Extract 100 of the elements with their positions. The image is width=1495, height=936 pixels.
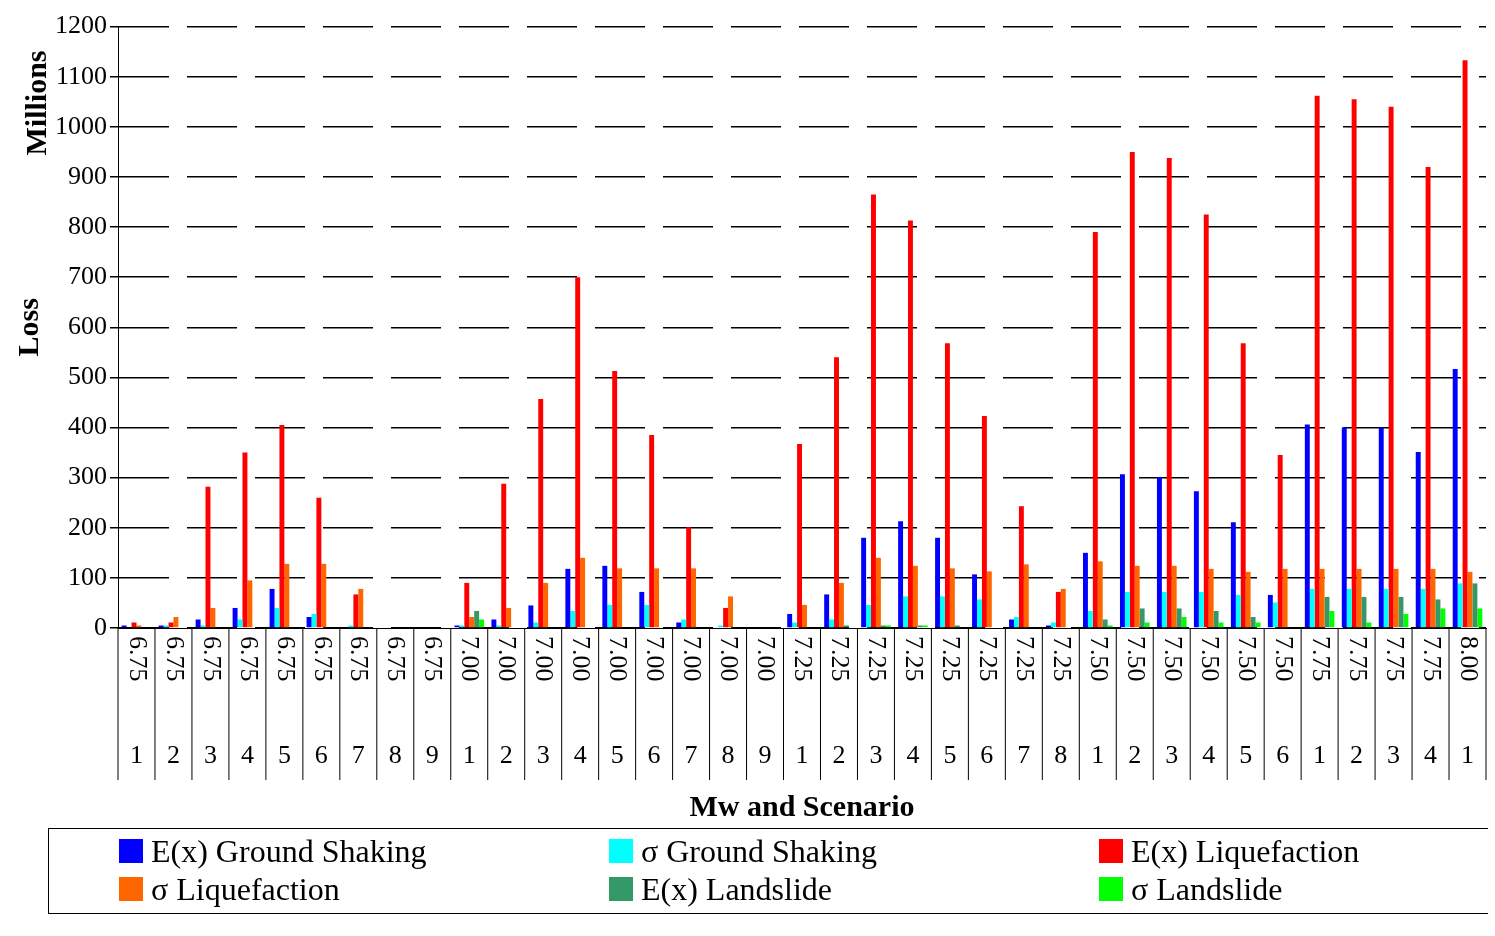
bar xyxy=(972,574,978,628)
bar xyxy=(912,565,918,628)
bar xyxy=(1403,613,1409,628)
bar xyxy=(681,619,687,628)
bar xyxy=(1452,368,1458,628)
bar xyxy=(1346,588,1352,628)
bar xyxy=(649,435,655,628)
bar xyxy=(1198,591,1204,628)
bar xyxy=(1203,214,1209,628)
bar xyxy=(479,619,485,628)
bar xyxy=(1383,588,1389,628)
bar xyxy=(944,343,950,628)
bar xyxy=(834,357,839,628)
bar xyxy=(1097,561,1103,628)
category-label: 7.25 2 xyxy=(826,636,856,769)
bar xyxy=(464,582,470,628)
bar xyxy=(977,599,982,628)
category-label: 7.00 3 xyxy=(530,636,560,769)
bar xyxy=(686,527,692,628)
bar xyxy=(242,452,248,628)
bar xyxy=(1213,610,1219,628)
category-label: 7.00 6 xyxy=(641,636,671,769)
bar xyxy=(501,483,507,628)
bar xyxy=(949,568,955,628)
bar xyxy=(575,277,581,628)
y-tick-label: 1000 xyxy=(55,110,107,140)
bar xyxy=(1102,619,1108,628)
y-tick-label: 100 xyxy=(68,561,107,591)
category-label: 6.75 1 xyxy=(123,636,153,769)
bar xyxy=(1457,583,1463,628)
bar xyxy=(1462,60,1468,628)
category-label: 6.75 9 xyxy=(419,636,449,769)
bar xyxy=(1144,622,1150,628)
bar xyxy=(1050,622,1056,628)
category-label: 7.50 1 xyxy=(1084,636,1114,769)
category-label: 7.25 4 xyxy=(900,636,930,769)
category-label: 7.25 8 xyxy=(1047,636,1077,769)
category-label: 6.75 6 xyxy=(308,636,338,769)
bar xyxy=(1356,568,1362,628)
legend-label: E(x) Landslide xyxy=(641,871,833,907)
bar xyxy=(1282,568,1288,628)
category-label: 7.00 4 xyxy=(567,636,597,769)
bar xyxy=(1055,591,1061,628)
bar xyxy=(792,622,798,628)
bar xyxy=(1440,608,1446,628)
bar xyxy=(469,616,475,628)
bar xyxy=(1329,610,1335,628)
y-tick-label: 600 xyxy=(68,311,107,341)
category-label: 7.50 4 xyxy=(1195,636,1225,769)
bar xyxy=(284,563,290,628)
y-tick-label: 400 xyxy=(68,411,107,441)
bar xyxy=(1013,616,1019,628)
bar xyxy=(1388,106,1394,628)
bar xyxy=(543,582,549,628)
category-label: 7.00 2 xyxy=(493,636,523,769)
legend-label: σ Landslide xyxy=(1131,871,1283,907)
bar xyxy=(1018,506,1024,628)
category-label: 6.75 7 xyxy=(345,636,375,769)
y-tick-label: 200 xyxy=(68,511,107,541)
bar xyxy=(1161,591,1167,628)
text: Millions xyxy=(18,50,52,156)
category-label: 8.00 1 xyxy=(1454,636,1484,769)
bar xyxy=(898,521,904,628)
bar xyxy=(232,607,238,628)
bar xyxy=(866,604,872,628)
bar xyxy=(1240,343,1246,628)
category-label: 7.00 9 xyxy=(752,636,782,769)
bar xyxy=(644,604,650,628)
category-label: 6.75 4 xyxy=(234,636,264,769)
bar xyxy=(728,596,733,628)
bar xyxy=(871,194,876,628)
x-axis-title: Mw and Scenario xyxy=(689,788,915,822)
category-label: 7.75 3 xyxy=(1380,636,1410,769)
bar xyxy=(940,596,945,628)
bar xyxy=(1208,568,1214,628)
category-label: 7.50 2 xyxy=(1121,636,1151,769)
bar xyxy=(1420,588,1426,628)
bar xyxy=(1398,596,1404,628)
bar xyxy=(195,619,201,628)
bar xyxy=(1139,608,1145,628)
bar xyxy=(1060,588,1066,628)
bar xyxy=(533,622,539,628)
bar xyxy=(802,604,807,628)
category-label: 7.50 6 xyxy=(1269,636,1299,769)
bar xyxy=(1366,622,1372,628)
bar xyxy=(565,568,571,628)
bar xyxy=(1092,232,1098,628)
bar xyxy=(173,616,179,628)
y-axis-title: Loss xyxy=(10,298,44,357)
bar xyxy=(1425,166,1431,628)
legend-label: σ Liquefaction xyxy=(151,871,340,907)
legend-label: σ Ground Shaking xyxy=(641,833,877,869)
bar xyxy=(861,537,867,628)
category-label: 7.50 3 xyxy=(1158,636,1188,769)
category-label: 7.25 7 xyxy=(1011,636,1041,769)
bar xyxy=(1272,602,1278,628)
bar xyxy=(1304,424,1310,628)
bar xyxy=(602,565,608,628)
bar xyxy=(723,607,729,628)
category-label: 7.75 2 xyxy=(1343,636,1373,769)
